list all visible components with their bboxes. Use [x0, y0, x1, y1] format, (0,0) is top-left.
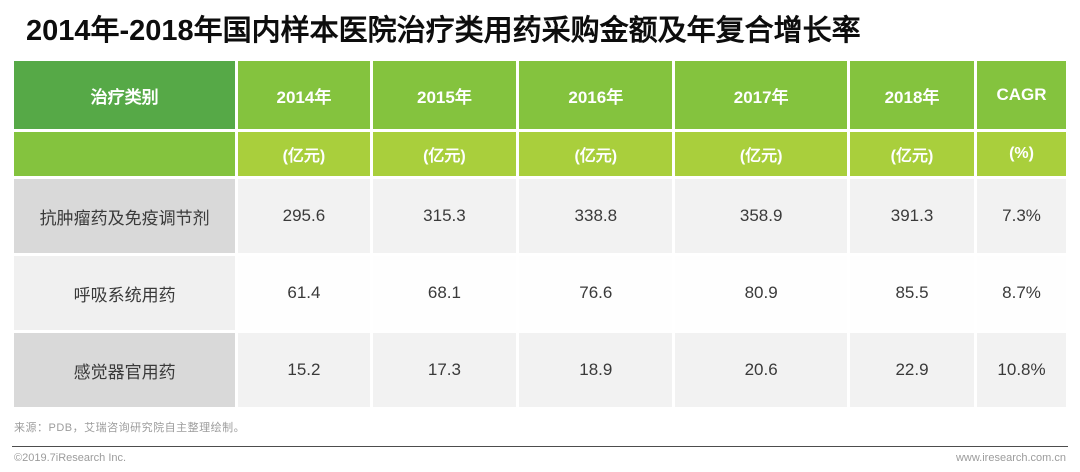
- cell-value-2014: 295.6: [238, 179, 370, 253]
- row-category: 抗肿瘤药及免疫调节剂: [14, 179, 236, 253]
- cell-value-2016: 18.9: [519, 333, 673, 407]
- cell-value-2015: 68.1: [372, 256, 517, 330]
- website-text: www.iresearch.com.cn: [955, 452, 1066, 464]
- cell-value-2014: 15.2: [238, 333, 370, 407]
- header-year-2014: 2014年: [238, 61, 370, 129]
- table-row-antitumor: 抗肿瘤药及免疫调节剂 295.6 315.3 338.8 358.9 391.3…: [14, 179, 1066, 253]
- cell-value-cagr: 8.7%: [977, 256, 1066, 330]
- unit-2017: (亿元): [675, 132, 847, 176]
- unit-2014: (亿元): [238, 132, 370, 176]
- footer-divider: [12, 446, 1068, 447]
- table-row-respiratory: 呼吸系统用药 61.4 68.1 76.6 80.9 85.5 8.7%: [14, 256, 1066, 330]
- unit-2016: (亿元): [519, 132, 673, 176]
- cell-value-2014: 61.4: [238, 256, 370, 330]
- bottom-bar: ©2019.7iResearch Inc. www.iresearch.com.…: [0, 439, 1080, 472]
- unit-cagr: (%): [977, 132, 1066, 176]
- header-cagr: CAGR: [977, 61, 1066, 129]
- cell-value-2016: 338.8: [519, 179, 673, 253]
- table-header-row: 治疗类别 2014年 2015年 2016年 2017年 2018年 CAGR: [14, 61, 1066, 129]
- cell-value-2018: 22.9: [849, 333, 975, 407]
- unit-2018: (亿元): [849, 132, 975, 176]
- unit-category-spacer: [14, 132, 236, 176]
- cell-value-2017: 80.9: [675, 256, 847, 330]
- source-note: 来源：PDB，艾瑞咨询研究院自主整理绘制。: [14, 422, 246, 434]
- row-category: 呼吸系统用药: [14, 256, 236, 330]
- header-year-2015: 2015年: [372, 61, 517, 129]
- procurement-table: 治疗类别 2014年 2015年 2016年 2017年 2018年 CAGR …: [11, 58, 1069, 410]
- table-units-row: (亿元) (亿元) (亿元) (亿元) (亿元) (%): [14, 132, 1066, 176]
- cell-value-cagr: 7.3%: [977, 179, 1066, 253]
- cell-value-2015: 315.3: [372, 179, 517, 253]
- header-category: 治疗类别: [14, 61, 236, 129]
- header-year-2018: 2018年: [849, 61, 975, 129]
- row-category: 感觉器官用药: [14, 333, 236, 407]
- cell-value-2015: 17.3: [372, 333, 517, 407]
- cell-value-cagr: 10.8%: [977, 333, 1066, 407]
- table-row-sensory: 感觉器官用药 15.2 17.3 18.9 20.6 22.9 10.8%: [14, 333, 1066, 407]
- cell-value-2017: 20.6: [675, 333, 847, 407]
- cell-value-2018: 85.5: [849, 256, 975, 330]
- cell-value-2017: 358.9: [675, 179, 847, 253]
- page-title: 2014年-2018年国内样本医院治疗类用药采购金额及年复合增长率: [26, 15, 861, 47]
- cell-value-2018: 391.3: [849, 179, 975, 253]
- header-year-2016: 2016年: [519, 61, 673, 129]
- cell-value-2016: 76.6: [519, 256, 673, 330]
- header-year-2017: 2017年: [675, 61, 847, 129]
- copyright-text: ©2019.7iResearch Inc.: [14, 452, 127, 464]
- unit-2015: (亿元): [372, 132, 517, 176]
